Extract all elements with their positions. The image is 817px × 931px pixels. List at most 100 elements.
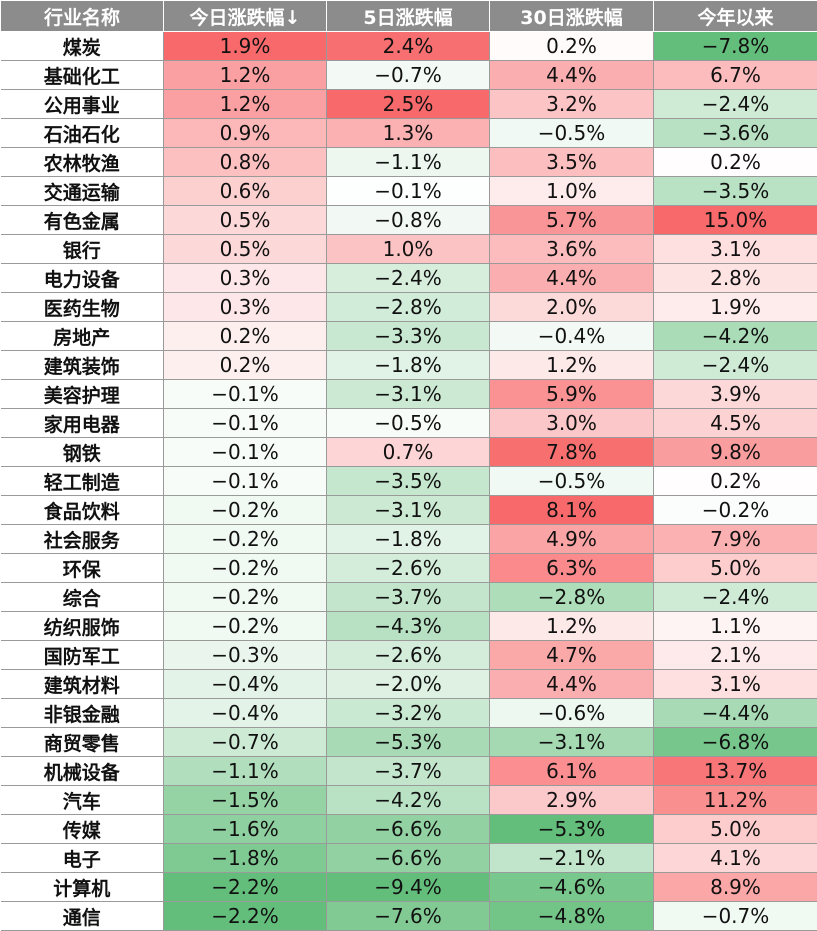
5day-change-cell: −2.6% [327,641,490,670]
today-change-cell: −1.8% [164,844,327,873]
30day-change-cell: 1.0% [490,177,654,206]
industry-name-cell: 食品饮料 [1,496,164,525]
30day-change-cell: 7.8% [490,438,654,467]
ytd-change-cell: 11.2% [654,786,817,815]
30day-change-cell: −3.1% [490,728,654,757]
5day-change-cell: −5.3% [327,728,490,757]
ytd-change-cell: −0.7% [654,902,817,931]
industry-name-cell: 有色金属 [1,206,164,235]
5day-change-cell: −1.8% [327,525,490,554]
30day-change-cell: 6.1% [490,757,654,786]
table-row: 商贸零售−0.7%−5.3%−3.1%−6.8% [1,728,817,757]
today-change-cell: −0.2% [164,554,327,583]
ytd-change-cell: −3.5% [654,177,817,206]
ytd-change-cell: 8.9% [654,873,817,902]
today-change-cell: −0.2% [164,525,327,554]
5day-change-cell: −0.1% [327,177,490,206]
5day-change-cell: −3.1% [327,496,490,525]
30day-change-cell: 5.7% [490,206,654,235]
30day-change-cell: 3.2% [490,90,654,119]
today-change-cell: 0.6% [164,177,327,206]
30day-change-cell: 4.7% [490,641,654,670]
table-row: 计算机−2.2%−9.4%−4.6%8.9% [1,873,817,902]
5day-change-cell: −9.4% [327,873,490,902]
30day-change-cell: 6.3% [490,554,654,583]
industry-name-cell: 美容护理 [1,380,164,409]
today-change-cell: −0.1% [164,409,327,438]
30day-change-cell: 4.9% [490,525,654,554]
table-row: 传媒−1.6%−6.6%−5.3%5.0% [1,815,817,844]
ytd-change-cell: 4.5% [654,409,817,438]
industry-name-cell: 公用事业 [1,90,164,119]
5day-change-cell: −0.8% [327,206,490,235]
30day-change-cell: 1.2% [490,612,654,641]
ytd-change-cell: 2.1% [654,641,817,670]
30day-change-cell: 4.4% [490,670,654,699]
30day-change-cell: 4.4% [490,61,654,90]
industry-name-cell: 轻工制造 [1,467,164,496]
5day-change-cell: 2.4% [327,32,490,61]
industry-name-cell: 钢铁 [1,438,164,467]
industry-name-cell: 环保 [1,554,164,583]
industry-name-cell: 机械设备 [1,757,164,786]
today-change-cell: −0.1% [164,467,327,496]
column-header-industry[interactable]: 行业名称 [1,1,164,32]
5day-change-cell: −0.5% [327,409,490,438]
column-header-today-change[interactable]: 今日涨跌幅↓ [164,1,327,32]
industry-name-cell: 家用电器 [1,409,164,438]
5day-change-cell: −7.6% [327,902,490,931]
ytd-change-cell: −6.8% [654,728,817,757]
30day-change-cell: 2.0% [490,293,654,322]
industry-name-cell: 国防军工 [1,641,164,670]
30day-change-cell: −4.8% [490,902,654,931]
industry-name-cell: 农林牧渔 [1,148,164,177]
ytd-change-cell: 0.2% [654,148,817,177]
today-change-cell: −1.1% [164,757,327,786]
5day-change-cell: −6.6% [327,815,490,844]
column-header-30day-change[interactable]: 30日涨跌幅 [490,1,654,32]
industry-name-cell: 综合 [1,583,164,612]
ytd-change-cell: 7.9% [654,525,817,554]
today-change-cell: 1.9% [164,32,327,61]
today-change-cell: −0.4% [164,670,327,699]
table-row: 纺织服饰−0.2%−4.3%1.2%1.1% [1,612,817,641]
industry-name-cell: 房地产 [1,322,164,351]
table-row: 轻工制造−0.1%−3.5%−0.5%0.2% [1,467,817,496]
ytd-change-cell: 3.9% [654,380,817,409]
ytd-change-cell: 0.2% [654,467,817,496]
ytd-change-cell: −0.2% [654,496,817,525]
today-change-cell: 0.2% [164,322,327,351]
5day-change-cell: 1.0% [327,235,490,264]
30day-change-cell: −4.6% [490,873,654,902]
today-change-cell: −0.1% [164,438,327,467]
30day-change-cell: 5.9% [490,380,654,409]
ytd-change-cell: 2.8% [654,264,817,293]
today-change-cell: −0.4% [164,699,327,728]
30day-change-cell: −5.3% [490,815,654,844]
table-row: 通信−2.2%−7.6%−4.8%−0.7% [1,902,817,931]
5day-change-cell: −2.8% [327,293,490,322]
today-change-cell: 0.5% [164,206,327,235]
table-row: 综合−0.2%−3.7%−2.8%−2.4% [1,583,817,612]
today-change-cell: 0.2% [164,351,327,380]
industry-name-cell: 非银金融 [1,699,164,728]
30day-change-cell: 1.2% [490,351,654,380]
5day-change-cell: −2.6% [327,554,490,583]
30day-change-cell: 8.1% [490,496,654,525]
industry-name-cell: 商贸零售 [1,728,164,757]
30day-change-cell: 3.5% [490,148,654,177]
column-header-5day-change[interactable]: 5日涨跌幅 [327,1,490,32]
industry-name-cell: 煤炭 [1,32,164,61]
today-change-cell: 0.5% [164,235,327,264]
today-change-cell: 1.2% [164,90,327,119]
30day-change-cell: −0.6% [490,699,654,728]
column-header-ytd-change[interactable]: 今年以来 [654,1,817,32]
